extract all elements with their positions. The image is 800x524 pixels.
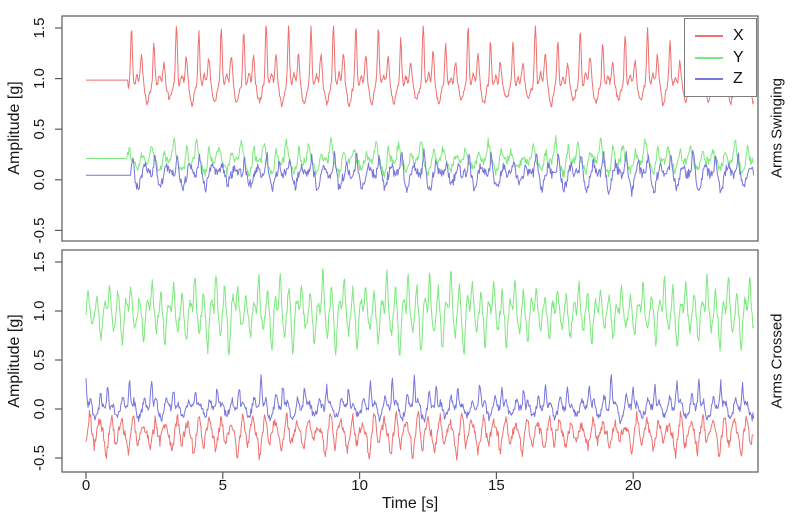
y-tick-label: 0.5 — [31, 119, 48, 140]
x-tick-label: 20 — [625, 477, 642, 494]
x-axis-label: Time [s] — [381, 495, 439, 512]
series-line-arms-crossed-z — [85, 374, 755, 425]
x-tick-label: 5 — [219, 477, 227, 494]
y-tick-label: 1.0 — [31, 68, 48, 89]
y-tick-label: 1.5 — [31, 252, 48, 273]
y-tick-label: 1.5 — [31, 18, 48, 39]
panel-border — [61, 15, 759, 242]
legend-item-z: Z — [695, 71, 756, 87]
legend-line-y-icon — [695, 56, 723, 59]
series-line-arms-swinging-y — [86, 134, 754, 178]
legend-line-x-icon — [695, 34, 723, 37]
y-tick-label: 1.0 — [31, 301, 48, 322]
legend: X Y Z — [684, 18, 757, 97]
legend-label-z: Z — [733, 70, 743, 88]
legend-label-x: X — [733, 26, 744, 44]
x-tick-label: 10 — [351, 477, 368, 494]
y-tick-label: -0.5 — [31, 445, 48, 471]
y-axis-label-top: Amplitude [g] — [6, 81, 23, 175]
legend-item-y: Y — [695, 48, 756, 66]
series-line-arms-swinging-x — [86, 25, 755, 108]
series-line-arms-crossed-y — [85, 268, 755, 356]
y-axis-label-bottom: Amplitude [g] — [6, 314, 23, 408]
legend-line-z-icon — [695, 78, 723, 81]
panel-right-label-arms-swinging: Arms Swinging — [768, 77, 786, 179]
legend-label-y: Y — [733, 48, 744, 66]
legend-item-x: X — [695, 26, 756, 44]
x-tick-label: 0 — [82, 477, 90, 494]
y-tick-label: 0.0 — [31, 169, 48, 190]
series-line-arms-swinging-z — [86, 148, 755, 197]
series-line-arms-crossed-x — [85, 409, 754, 461]
y-tick-label: -0.5 — [31, 217, 48, 243]
x-tick-label: 15 — [488, 477, 505, 494]
panel-right-label-arms-crossed: Arms Crossed — [768, 313, 786, 409]
panel-border — [61, 249, 759, 473]
y-tick-label: 0.0 — [31, 399, 48, 420]
y-tick-label: 0.5 — [31, 350, 48, 371]
